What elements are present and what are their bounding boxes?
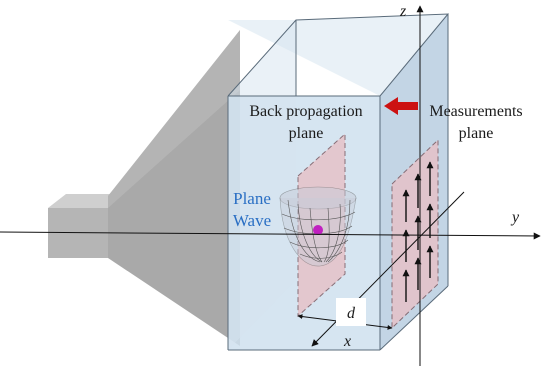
measurements-label-2: plane bbox=[459, 125, 494, 142]
measurements-plane bbox=[391, 138, 439, 330]
distance-indicator: d bbox=[297, 298, 393, 330]
x-axis-label: x bbox=[343, 333, 351, 350]
back-propagation-label: Back propagation bbox=[249, 103, 362, 120]
measurements-label: Measurements bbox=[429, 103, 522, 120]
z-axis-label: z bbox=[399, 3, 407, 20]
plane-wave-label-2: Wave bbox=[233, 211, 271, 230]
waveguide-top bbox=[48, 194, 126, 208]
back-propagation-label-2: plane bbox=[289, 125, 324, 142]
distance-label-bg bbox=[336, 298, 366, 326]
source-point bbox=[313, 225, 323, 235]
pattern-rim bbox=[279, 186, 357, 210]
y-axis bbox=[0, 231, 541, 240]
distance-label: d bbox=[347, 305, 356, 322]
horn-antenna bbox=[48, 30, 240, 346]
box-edge-side-bottom bbox=[379, 285, 449, 351]
y-axis-label: y bbox=[510, 209, 520, 226]
radiation-pattern bbox=[279, 186, 357, 267]
horn-flare-shade bbox=[108, 30, 240, 208]
red-left-arrow-icon bbox=[384, 97, 418, 115]
plane-wave-label: Plane bbox=[233, 189, 271, 208]
field-vectors bbox=[402, 161, 434, 302]
back-propagation-plane bbox=[297, 132, 346, 318]
box-back-left bbox=[228, 20, 296, 350]
